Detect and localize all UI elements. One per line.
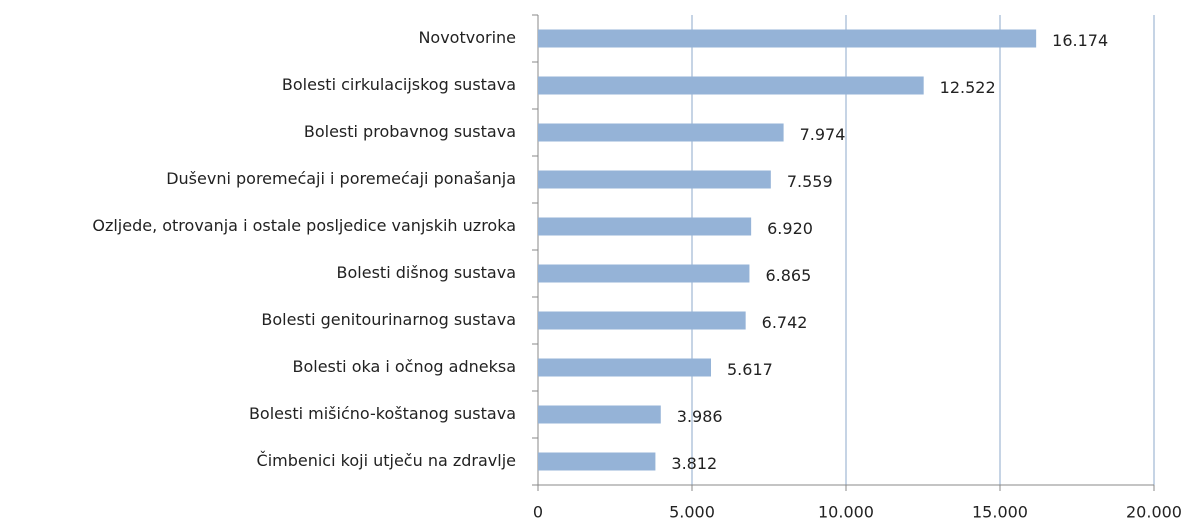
data-label: 6.865 <box>765 266 811 285</box>
bar <box>538 311 746 330</box>
bar <box>538 358 712 377</box>
bar <box>538 217 752 236</box>
x-tick-label: 20.000 <box>1126 503 1182 522</box>
y-tick-label: Duševni poremećaji i poremećaji ponašanj… <box>166 169 516 188</box>
bar <box>538 76 924 95</box>
data-label: 6.742 <box>762 313 808 332</box>
data-label: 5.617 <box>727 360 773 379</box>
y-tick-label: Bolesti genitourinarnog sustava <box>261 310 516 329</box>
data-label: 6.920 <box>767 219 813 238</box>
x-tick-label: 10.000 <box>818 503 874 522</box>
bar <box>538 123 784 142</box>
y-tick-label: Bolesti cirkulacijskog sustava <box>282 75 516 94</box>
y-tick-label: Novotvorine <box>418 28 516 47</box>
data-label: 12.522 <box>940 78 996 97</box>
bar <box>538 29 1037 48</box>
y-tick-label: Bolesti mišićno-koštanog sustava <box>249 404 516 423</box>
bar <box>538 452 656 471</box>
data-label: 7.974 <box>800 125 846 144</box>
data-label: 7.559 <box>787 172 833 191</box>
bar <box>538 170 771 189</box>
data-label: 16.174 <box>1052 31 1108 50</box>
x-tick-label: 5.000 <box>669 503 715 522</box>
y-tick-label: Bolesti probavnog sustava <box>304 122 516 141</box>
y-tick-label: Bolesti dišnog sustava <box>337 263 516 282</box>
data-label: 3.812 <box>671 454 717 473</box>
y-tick-label: Čimbenici koji utječu na zdravlje <box>257 451 516 470</box>
y-tick-label: Bolesti oka i očnog adneksa <box>293 357 517 376</box>
bar <box>538 264 750 283</box>
data-label: 3.986 <box>677 407 723 426</box>
bar <box>538 405 661 424</box>
x-tick-label: 0 <box>533 503 543 522</box>
y-tick-label: Ozljede, otrovanja i ostale posljedice v… <box>92 216 516 235</box>
x-tick-label: 15.000 <box>972 503 1028 522</box>
